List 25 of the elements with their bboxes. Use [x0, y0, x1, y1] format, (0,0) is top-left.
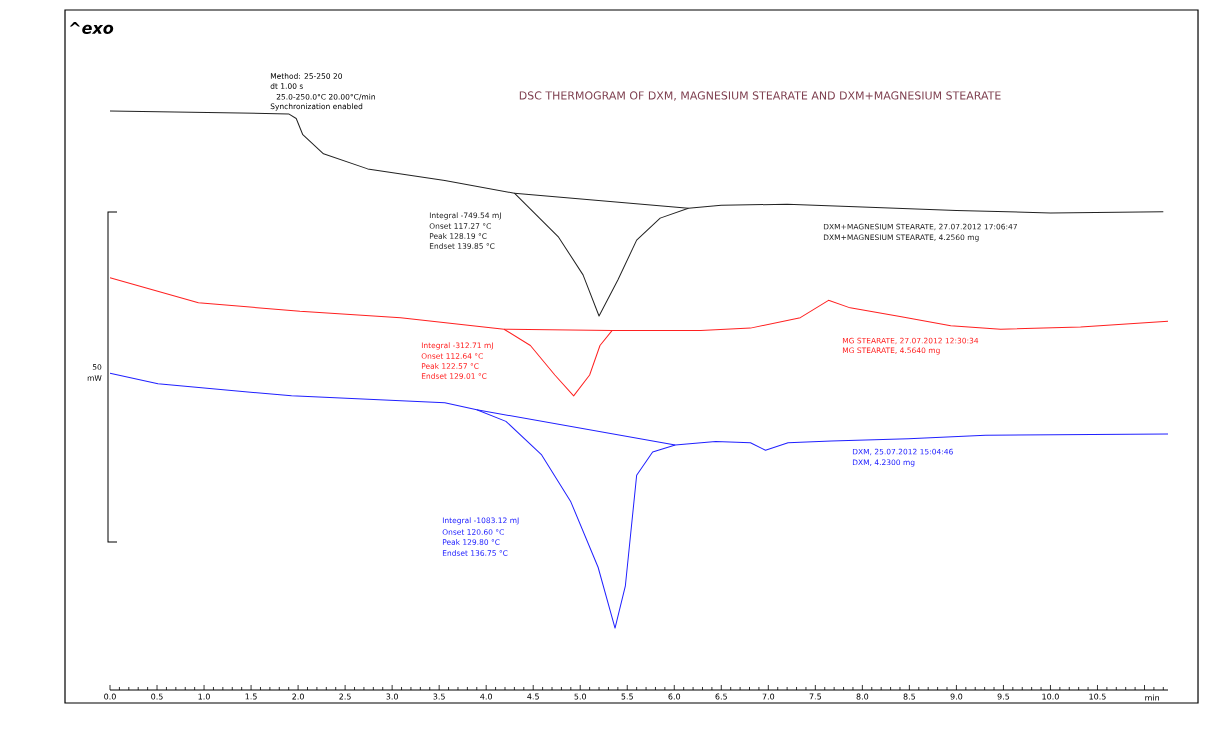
x-axis-title: min	[1145, 694, 1160, 701]
x-tick-label: 1.5	[245, 693, 257, 700]
x-tick-label: 8.0	[856, 693, 869, 700]
x-tick-label: 7.5	[809, 693, 821, 700]
x-tick-label: 0.5	[151, 693, 163, 700]
x-tick-label: 3.5	[433, 693, 445, 700]
x-tick-label: 5.5	[621, 693, 633, 700]
x-tick-label: 0.0	[104, 693, 116, 700]
x-tick-label: 10.5	[1089, 693, 1106, 700]
x-tick-label: 8.5	[903, 693, 916, 700]
x-tick-label: 4.5	[527, 693, 539, 700]
x-tick-label: 5.0	[574, 693, 587, 700]
x-tick-label: 1.0	[198, 693, 210, 700]
x-tick-label: 9.0	[950, 693, 963, 700]
x-tick-label: 2.5	[339, 693, 351, 700]
x-tick-label: 2.0	[292, 693, 304, 700]
chart-title: DSC THERMOGRAM OF DXM, MAGNESIUM STEARATE AND DXM+MAGNESIUM STEARATE	[519, 91, 1001, 101]
x-tick-label: 9.5	[997, 693, 1010, 700]
x-tick-label: 6.5	[715, 693, 727, 700]
x-tick-label: 7.0	[762, 693, 775, 700]
x-tick-label: 4.0	[480, 693, 493, 700]
x-tick-label: 6.0	[668, 693, 681, 700]
x-tick-label: 3.0	[386, 693, 398, 700]
text: ^exo	[69, 22, 114, 34]
x-tick-label: 10.0	[1042, 693, 1059, 700]
